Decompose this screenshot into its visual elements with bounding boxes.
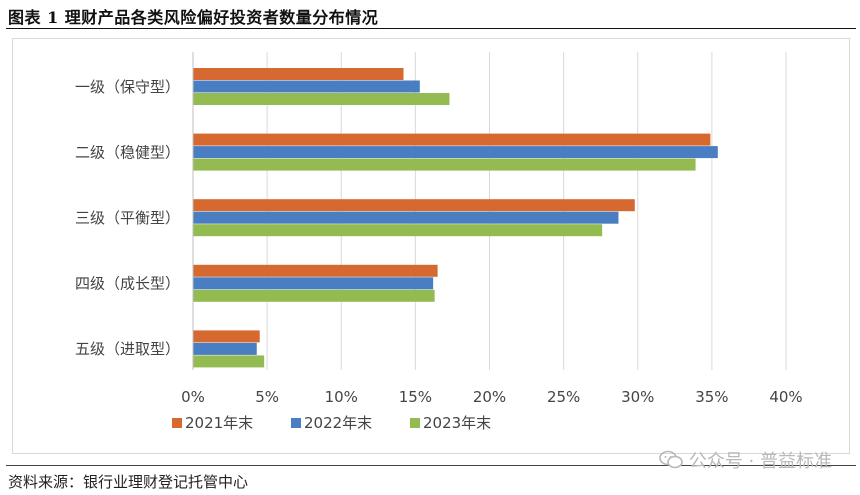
header: 图表 1 理财产品各类风险偏好投资者数量分布情况	[0, 0, 860, 30]
bar	[193, 199, 635, 212]
bar	[193, 93, 450, 105]
bar	[193, 355, 265, 368]
category-label: 四级（成长型）	[75, 275, 180, 293]
category-label: 一级（保守型）	[75, 78, 180, 96]
legend-swatch	[291, 418, 301, 428]
category-label: 三级（平衡型）	[75, 209, 180, 227]
bar	[193, 342, 257, 355]
category-label: 五级（进取型）	[75, 340, 180, 358]
bar	[193, 80, 420, 93]
source-rule	[6, 465, 856, 466]
bar	[193, 264, 438, 277]
x-tick-label: 30%	[621, 388, 654, 406]
legend-label: 2022年末	[304, 414, 372, 432]
bar	[193, 158, 696, 171]
chart-title: 图表 1 理财产品各类风险偏好投资者数量分布情况	[8, 8, 379, 27]
x-tick-label: 5%	[255, 388, 279, 406]
bar	[193, 224, 603, 237]
x-tick-label: 35%	[695, 388, 728, 406]
category-label: 二级（稳健型）	[75, 143, 180, 161]
bar	[193, 211, 619, 224]
legend-label: 2023年末	[423, 414, 491, 432]
wechat-icon	[659, 450, 683, 469]
x-tick-label: 20%	[473, 388, 506, 406]
x-tick-label: 0%	[181, 388, 205, 406]
bar	[193, 133, 711, 146]
x-tick-label: 15%	[399, 388, 432, 406]
legend-swatch	[172, 418, 182, 428]
bar	[193, 146, 718, 159]
bar	[193, 68, 404, 80]
watermark: 公众号 · 普益标准	[659, 447, 832, 473]
x-tick-label: 10%	[325, 388, 358, 406]
x-tick-label: 40%	[769, 388, 802, 406]
bar-chart: 0% 5% 10% 15% 20% 25% 30% 35% 40% 一级（保守型） 二级（稳健型） 三…	[75, 52, 803, 432]
bar	[193, 277, 434, 290]
legend-swatch	[410, 418, 420, 428]
chart-frame	[12, 38, 850, 454]
bar	[193, 330, 260, 343]
legend-label: 2021年末	[185, 414, 253, 432]
x-tick-label: 25%	[547, 388, 580, 406]
watermark-text: 公众号 · 普益标准	[688, 451, 832, 472]
source-note: 资料来源：银行业理财登记托管中心	[8, 473, 249, 491]
title-rule	[6, 28, 856, 29]
bar	[193, 289, 435, 302]
